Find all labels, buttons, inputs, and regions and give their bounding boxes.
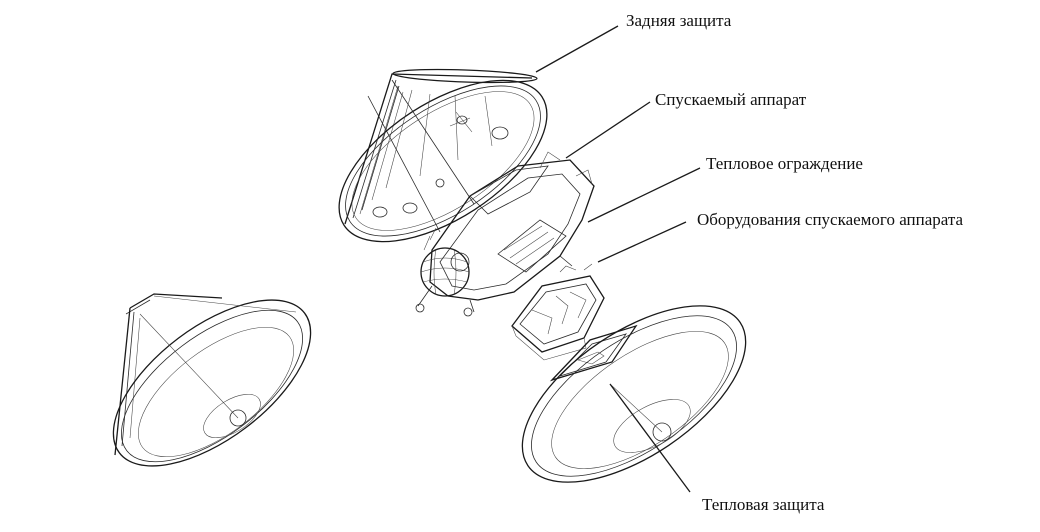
thermal-plate-drawing (549, 324, 638, 382)
label-descent-stage: Спускаемый аппарат (655, 90, 807, 109)
backshell-drawing (338, 68, 548, 243)
leader-descent-equipment (597, 221, 687, 263)
label-heat-shield: Тепловая защита (702, 495, 825, 514)
descent-stage-drawing (415, 151, 595, 317)
assembled-aeroshell-drawing (112, 293, 312, 467)
leader-cruise-ring (587, 167, 701, 223)
label-backshell: Задняя защита (626, 11, 732, 30)
leader-backshell (535, 25, 619, 73)
leader-lines (535, 25, 701, 493)
leader-descent-stage (565, 101, 651, 159)
label-cruise-ring: Тепловое ограждение (706, 154, 863, 173)
label-descent-equipment: Оборудования спускаемого аппарата (697, 210, 964, 229)
heat-shield-drawing (521, 305, 747, 483)
leader-heat-shield (609, 383, 691, 493)
